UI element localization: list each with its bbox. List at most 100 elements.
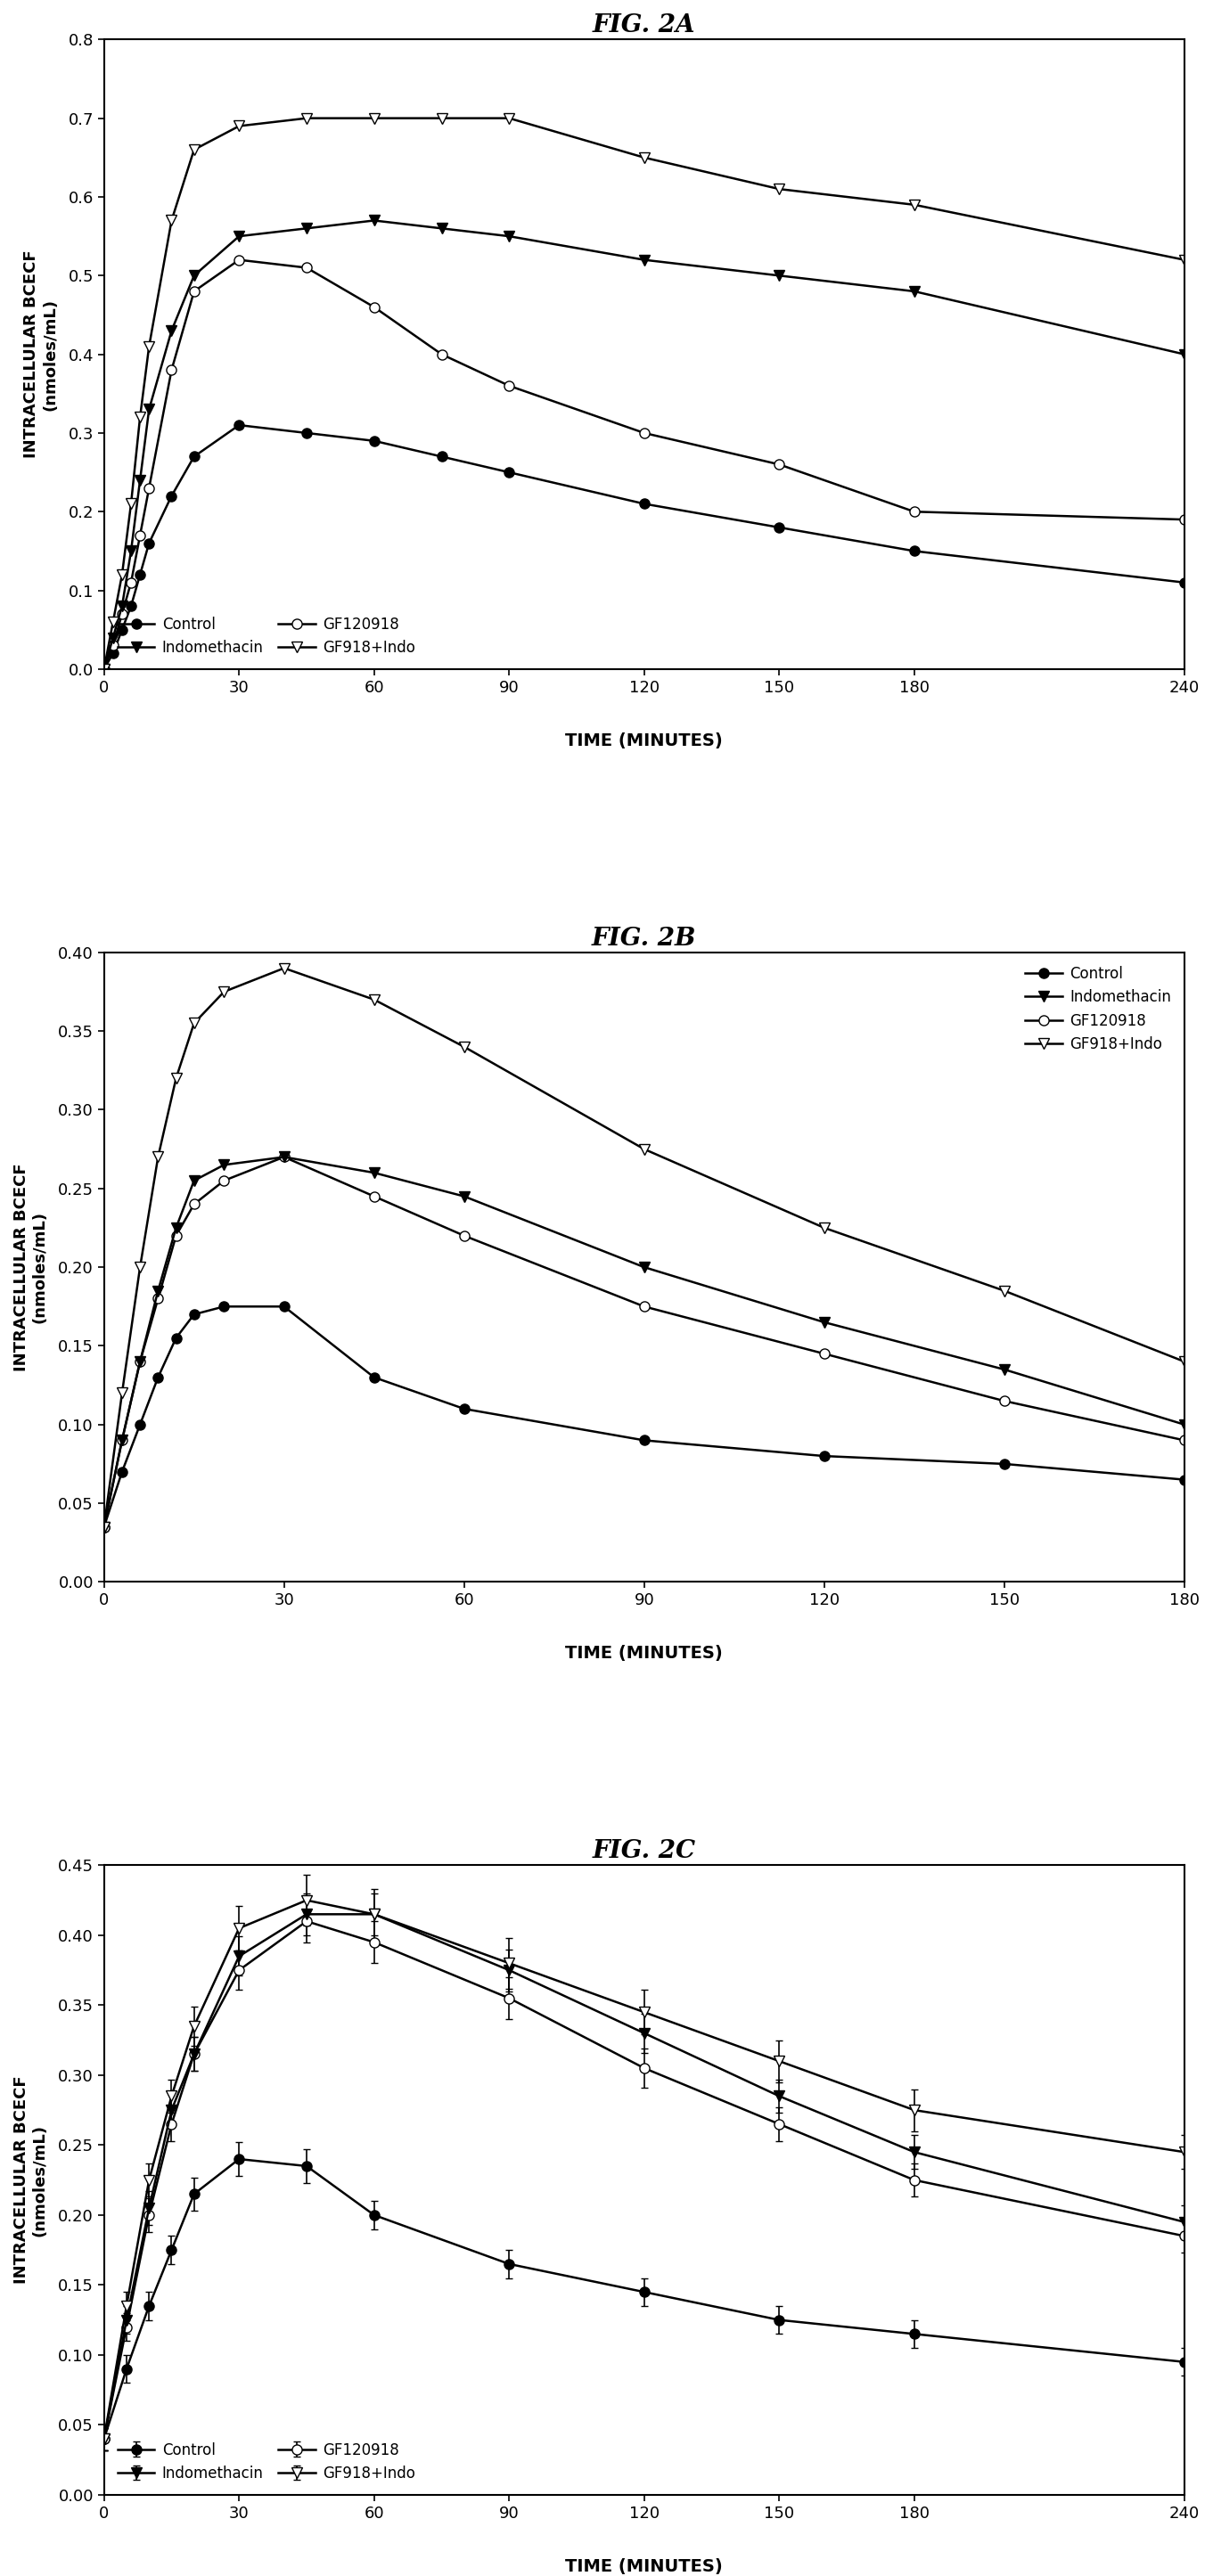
GF120918 xyxy=(169,1221,183,1252)
Indomethacin xyxy=(818,1306,832,1337)
Indomethacin xyxy=(907,276,922,307)
GF120918 xyxy=(457,1221,472,1252)
X-axis label: TIME (MINUTES): TIME (MINUTES) xyxy=(565,2558,723,2576)
Indomethacin xyxy=(169,1213,183,1244)
Control xyxy=(1177,1463,1191,1494)
GF918+Indo xyxy=(142,330,156,361)
GF120918 xyxy=(277,1141,291,1172)
Control xyxy=(366,425,381,456)
GF918+Indo xyxy=(1177,1347,1191,1378)
GF120918 xyxy=(142,471,156,502)
Control xyxy=(164,482,178,513)
Indomethacin xyxy=(217,1149,232,1180)
Y-axis label: INTRACELLULAR BCECF
(nmoles/mL): INTRACELLULAR BCECF (nmoles/mL) xyxy=(13,2076,49,2285)
Line: Control: Control xyxy=(99,1301,1189,1533)
GF918+Indo xyxy=(637,142,651,173)
GF120918 xyxy=(187,1188,201,1218)
GF120918 xyxy=(637,417,651,448)
Indomethacin xyxy=(366,1157,381,1188)
Control xyxy=(142,528,156,559)
GF120918 xyxy=(132,1347,147,1378)
Indomethacin xyxy=(150,1275,165,1306)
Legend: Control, Indomethacin, GF120918, GF918+Indo: Control, Indomethacin, GF120918, GF918+I… xyxy=(112,611,421,662)
GF918+Indo xyxy=(187,1007,201,1038)
Control xyxy=(187,1298,201,1329)
Control xyxy=(771,513,786,544)
Control xyxy=(502,456,517,487)
Indomethacin xyxy=(187,1164,201,1195)
Indomethacin xyxy=(187,260,201,291)
GF918+Indo xyxy=(132,1252,147,1283)
GF918+Indo xyxy=(106,605,120,636)
Indomethacin xyxy=(502,222,517,252)
GF918+Indo xyxy=(169,1064,183,1095)
GF918+Indo xyxy=(217,976,232,1007)
GF120918 xyxy=(97,1512,112,1543)
GF120918 xyxy=(106,631,120,662)
GF120918 xyxy=(217,1164,232,1195)
Title: FIG. 2B: FIG. 2B xyxy=(592,927,696,951)
Line: Indomethacin: Indomethacin xyxy=(99,1151,1189,1533)
Control xyxy=(997,1448,1012,1479)
Indomethacin xyxy=(457,1180,472,1211)
GF120918 xyxy=(434,340,449,371)
Y-axis label: INTRACELLULAR BCECF
(nmoles/mL): INTRACELLULAR BCECF (nmoles/mL) xyxy=(13,1164,49,1370)
Indomethacin xyxy=(132,464,147,495)
Control xyxy=(97,654,112,685)
Indomethacin xyxy=(97,1512,112,1543)
Y-axis label: INTRACELLULAR BCECF
(nmoles/mL): INTRACELLULAR BCECF (nmoles/mL) xyxy=(23,250,58,459)
Control xyxy=(132,559,147,590)
Indomethacin xyxy=(124,536,138,567)
Control xyxy=(132,1409,147,1440)
Line: GF120918: GF120918 xyxy=(99,1151,1189,1533)
Control xyxy=(97,1512,112,1543)
GF918+Indo xyxy=(300,103,314,134)
Indomethacin xyxy=(771,260,786,291)
GF918+Indo xyxy=(366,103,381,134)
GF918+Indo xyxy=(434,103,449,134)
GF120918 xyxy=(300,252,314,283)
Indomethacin xyxy=(132,1347,147,1378)
GF918+Indo xyxy=(232,111,246,142)
X-axis label: TIME (MINUTES): TIME (MINUTES) xyxy=(565,1646,723,1662)
Control xyxy=(150,1363,165,1394)
GF918+Indo xyxy=(187,134,201,165)
Indomethacin xyxy=(232,222,246,252)
GF918+Indo xyxy=(115,559,130,590)
Indomethacin xyxy=(1177,340,1191,371)
GF120918 xyxy=(150,1283,165,1314)
GF120918 xyxy=(124,567,138,598)
Control xyxy=(300,417,314,448)
Control xyxy=(457,1394,472,1425)
GF918+Indo xyxy=(771,173,786,204)
GF918+Indo xyxy=(97,654,112,685)
GF120918 xyxy=(637,1291,651,1321)
Control xyxy=(637,489,651,520)
GF918+Indo xyxy=(132,402,147,433)
GF918+Indo xyxy=(457,1030,472,1061)
GF918+Indo xyxy=(1177,245,1191,276)
Title: FIG. 2A: FIG. 2A xyxy=(593,13,696,39)
Indomethacin xyxy=(164,314,178,345)
GF918+Indo xyxy=(124,489,138,520)
GF120918 xyxy=(1177,1425,1191,1455)
Control xyxy=(124,590,138,621)
Line: GF120918: GF120918 xyxy=(99,255,1189,675)
Indomethacin xyxy=(277,1141,291,1172)
GF120918 xyxy=(502,371,517,402)
Control xyxy=(366,1363,381,1394)
Title: FIG. 2C: FIG. 2C xyxy=(592,1839,696,1862)
Indomethacin xyxy=(97,654,112,685)
GF120918 xyxy=(771,448,786,479)
Control xyxy=(187,440,201,471)
Control xyxy=(637,1425,651,1455)
GF918+Indo xyxy=(115,1378,130,1409)
Legend: Control, Indomethacin, GF120918, GF918+Indo: Control, Indomethacin, GF120918, GF918+I… xyxy=(112,2437,421,2488)
Control xyxy=(277,1291,291,1321)
Indomethacin xyxy=(434,214,449,245)
Control xyxy=(169,1321,183,1352)
X-axis label: TIME (MINUTES): TIME (MINUTES) xyxy=(565,732,723,750)
GF120918 xyxy=(1177,505,1191,536)
GF120918 xyxy=(115,1425,130,1455)
Control xyxy=(907,536,922,567)
